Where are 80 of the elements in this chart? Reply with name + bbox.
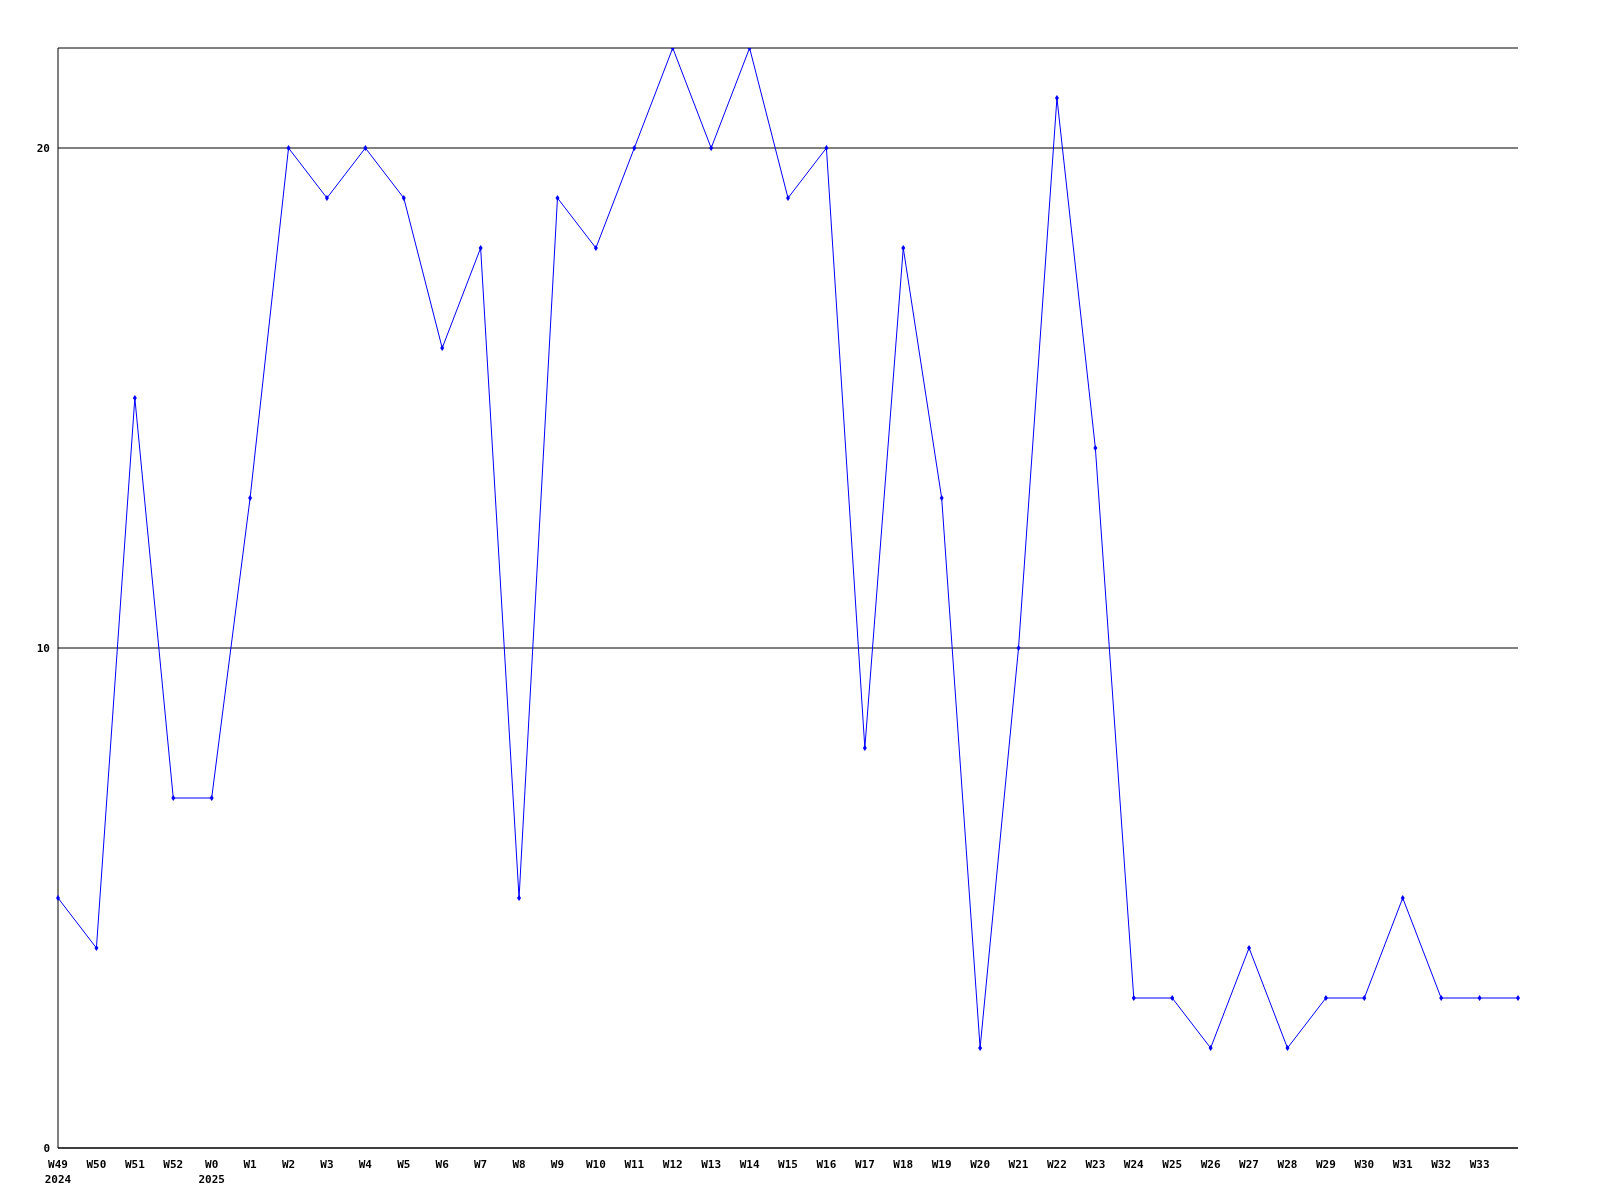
point: [1516, 995, 1520, 1001]
point: [1323, 995, 1328, 1001]
x-tick-label: W6: [435, 1158, 450, 1171]
point: [478, 245, 483, 251]
x-tick-label: W29: [1315, 1158, 1336, 1171]
x-tick-label: W1: [243, 1158, 258, 1171]
point: [555, 195, 560, 201]
x-tick-label: W17: [854, 1158, 875, 1171]
point: [1170, 995, 1175, 1001]
point: [939, 495, 944, 501]
point: [56, 895, 60, 901]
x-tick-label: W10: [585, 1158, 606, 1171]
x-tick-label: W24: [1123, 1158, 1145, 1171]
x-tick-label: W8: [512, 1158, 526, 1171]
x-tick-label: W27: [1239, 1158, 1259, 1171]
x-tick-label: W23: [1085, 1158, 1106, 1171]
x-tick-label: W52: [163, 1158, 184, 1171]
x-tick-label: W14: [739, 1158, 760, 1171]
point: [1054, 95, 1059, 101]
point: [901, 245, 906, 251]
point: [248, 495, 253, 501]
x-tick-label: W51: [124, 1158, 146, 1171]
point: [862, 745, 867, 751]
x-tick-label: W32: [1431, 1158, 1452, 1171]
point: [978, 1045, 983, 1051]
x-tick-label: W7: [474, 1158, 488, 1171]
x-tick-label: W18: [893, 1158, 914, 1171]
point: [1285, 1045, 1290, 1051]
point: [670, 48, 675, 51]
point: [1362, 995, 1367, 1001]
point: [1439, 995, 1444, 1001]
x-tick-label: W31: [1392, 1158, 1414, 1171]
point: [94, 945, 99, 951]
point: [517, 895, 522, 901]
point: [132, 395, 137, 401]
point: [1400, 895, 1405, 901]
point: [324, 195, 329, 201]
point: [786, 195, 790, 201]
point: [286, 145, 291, 151]
x-tick-label: W5: [397, 1158, 411, 1171]
point: [171, 795, 176, 801]
point: [709, 145, 714, 151]
point: [747, 48, 752, 51]
point: [363, 145, 368, 151]
point: [1208, 1045, 1213, 1051]
x-tick-label: W15: [778, 1158, 798, 1171]
x-tick-label: W19: [931, 1158, 952, 1171]
point: [824, 145, 829, 151]
point: [209, 795, 214, 801]
x-tick-label: W49 2024: [44, 1158, 72, 1186]
x-tick-label: W2: [281, 1158, 296, 1171]
x-tick-label: W22: [1047, 1158, 1067, 1171]
point: [440, 345, 445, 351]
x-tick-label: W9: [550, 1158, 565, 1171]
point: [401, 195, 406, 201]
point: [1131, 995, 1136, 1001]
x-tick-label: W26: [1200, 1158, 1221, 1171]
point: [1247, 945, 1252, 951]
y-tick-label: 20: [36, 141, 50, 155]
x-tick-label: W4: [358, 1158, 373, 1171]
x-tick-label: W0 2025: [198, 1158, 225, 1186]
point: [1093, 445, 1098, 451]
x-tick-label: W20: [970, 1158, 991, 1171]
x-tick-label: W16: [816, 1158, 837, 1171]
point: [593, 245, 598, 251]
point: [632, 145, 637, 151]
x-tick-label: W12: [662, 1158, 683, 1171]
y-tick-label: 0: [43, 1141, 50, 1155]
y-tick-label: 10: [36, 641, 50, 655]
x-tick-label: W28: [1277, 1158, 1298, 1171]
x-tick-label: W25: [1162, 1158, 1183, 1171]
x-tick-label: W33: [1469, 1158, 1490, 1171]
point: [1477, 995, 1482, 1001]
x-tick-label: W21: [1008, 1158, 1029, 1171]
x-tick-label: W3: [320, 1158, 334, 1171]
x-tick-label: W30: [1354, 1158, 1375, 1171]
x-tick-label: W50: [86, 1158, 107, 1171]
x-tick-label: W11: [624, 1158, 645, 1171]
x-tick-label: W13: [701, 1158, 722, 1171]
point: [1016, 645, 1021, 651]
